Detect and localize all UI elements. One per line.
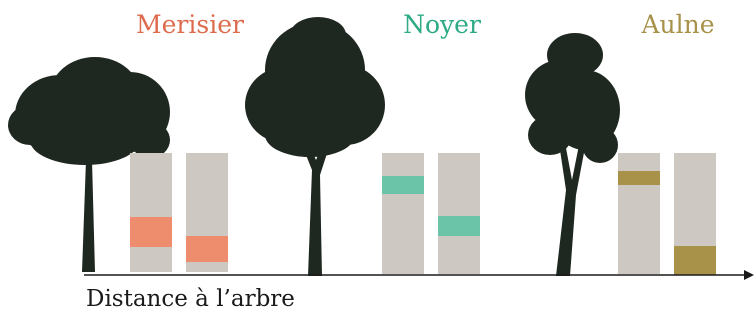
bar — [438, 153, 480, 274]
axis-label: Distance à l’arbre — [86, 286, 295, 312]
band — [438, 216, 480, 236]
axis-arrow — [744, 270, 754, 280]
tree-aulne — [525, 33, 620, 276]
band — [674, 246, 716, 275]
bar — [382, 153, 424, 274]
tree-label: Noyer — [403, 10, 481, 39]
diagram: Merisier Noyer Aulne Distance à l’arbre — [0, 0, 756, 315]
band — [186, 236, 228, 262]
band — [382, 176, 424, 194]
band — [618, 171, 660, 185]
band — [130, 217, 172, 247]
tree-label: Aulne — [640, 10, 714, 39]
tree-label: Merisier — [136, 10, 244, 39]
tree-noyer — [245, 17, 385, 276]
indicator-bars — [130, 153, 716, 275]
bar — [130, 153, 172, 272]
